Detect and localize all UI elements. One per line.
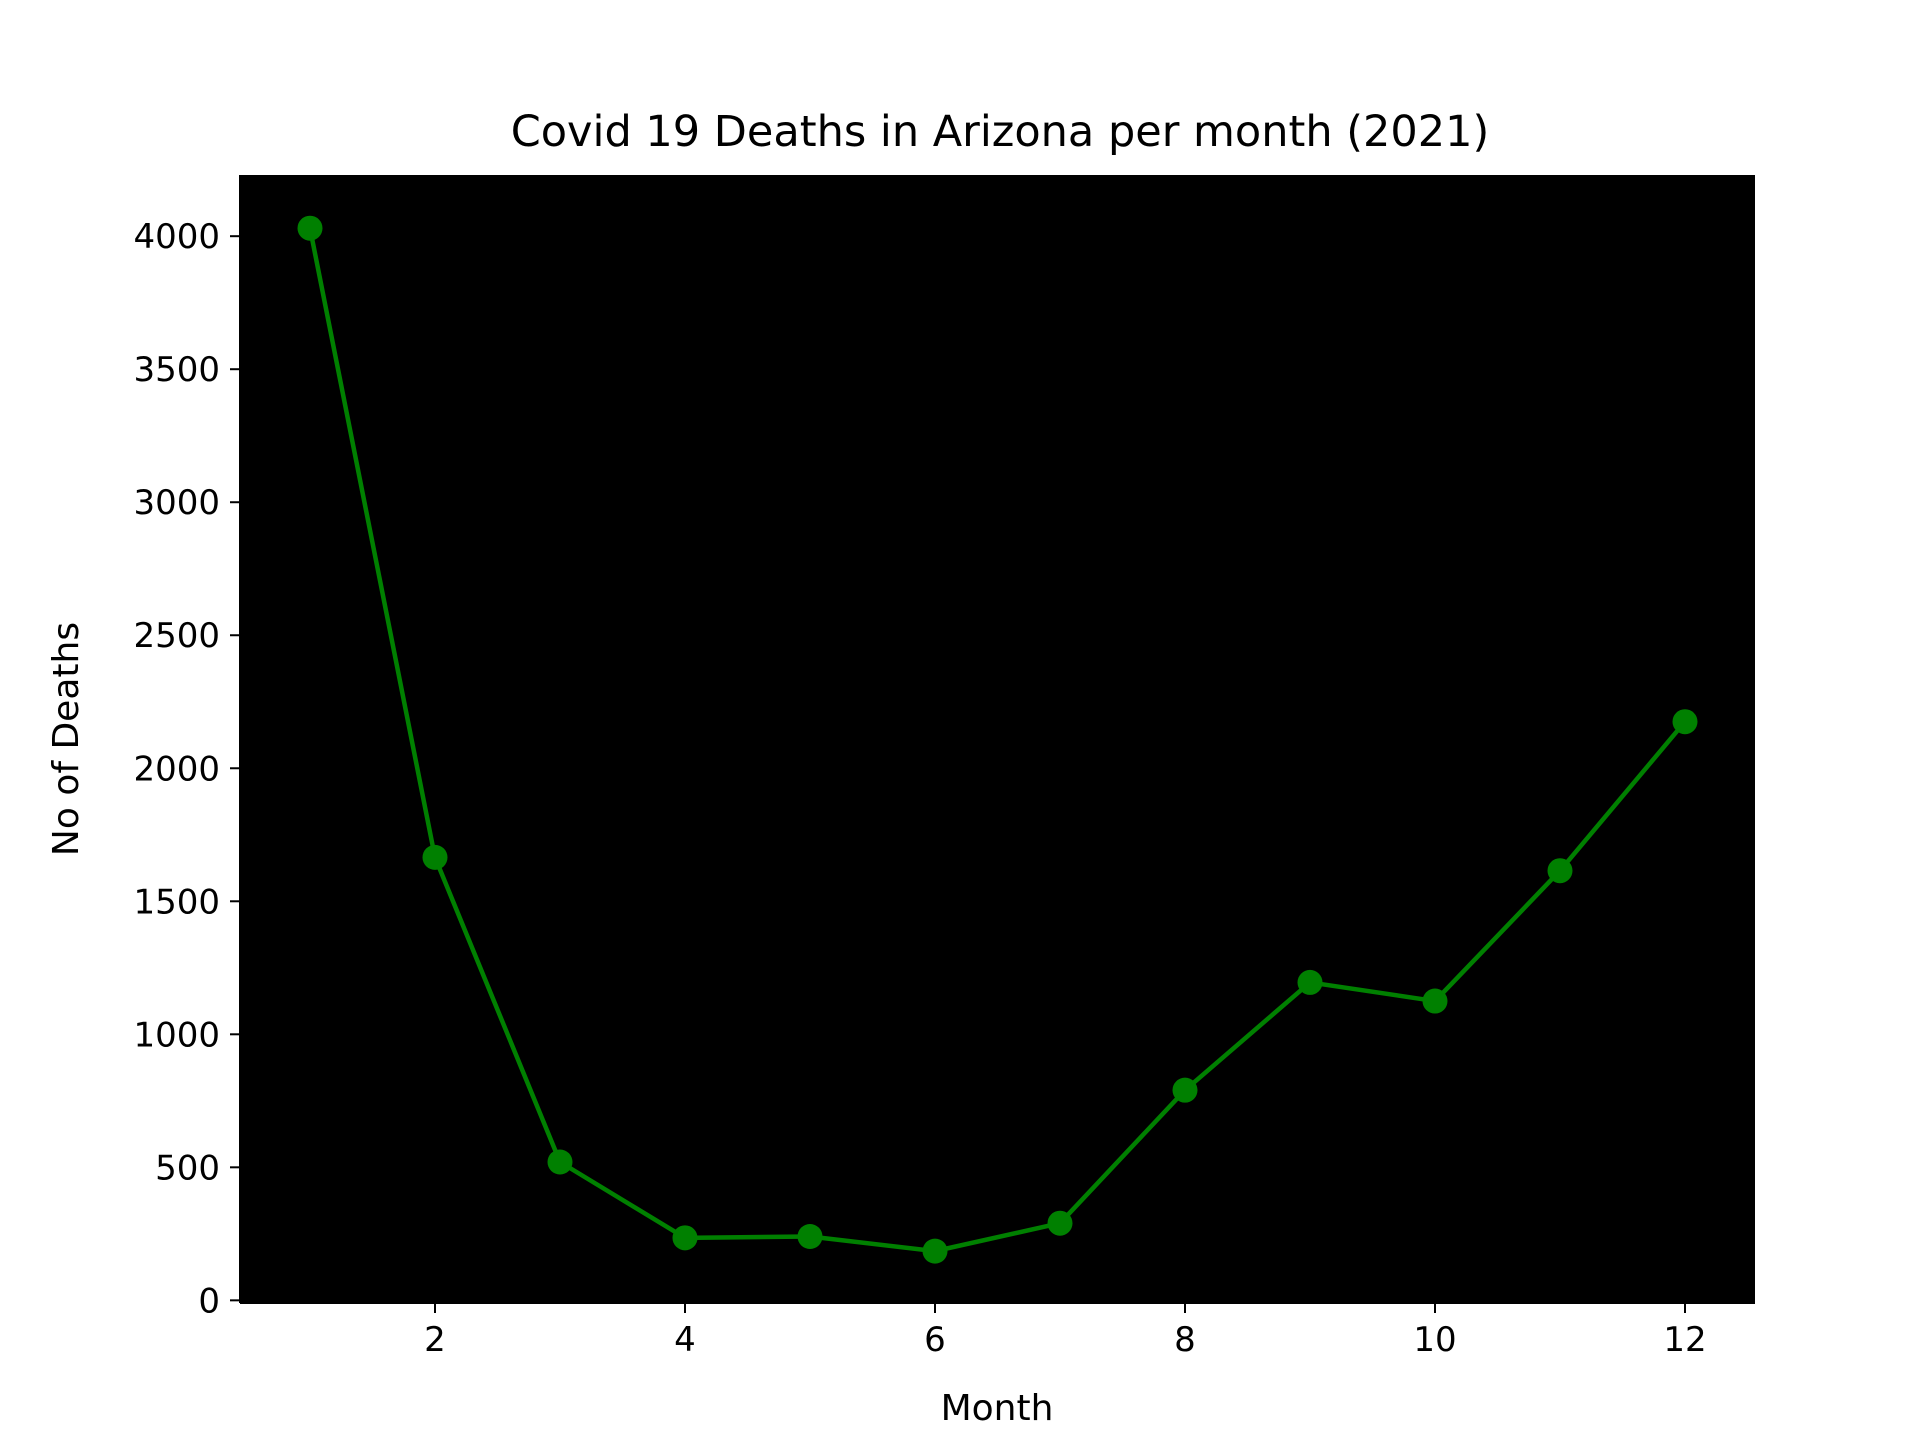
x-tick-label: 4 <box>674 1320 696 1360</box>
y-tick-label: 0 <box>198 1281 220 1321</box>
x-tick-label: 10 <box>1413 1320 1456 1360</box>
y-axis-label: No of Deaths <box>46 622 87 856</box>
y-tick-label: 4000 <box>133 217 220 257</box>
series-line-group <box>297 215 1698 1264</box>
y-tick-label: 2000 <box>133 749 220 789</box>
data-point <box>1172 1077 1198 1103</box>
data-point <box>1672 709 1698 735</box>
y-tick-label: 2500 <box>133 616 220 656</box>
y-tick-label: 1500 <box>133 882 220 922</box>
data-point <box>297 215 323 241</box>
data-point <box>797 1223 823 1249</box>
data-point <box>547 1149 573 1175</box>
data-point <box>922 1238 948 1264</box>
data-point <box>1422 988 1448 1014</box>
data-point <box>422 844 448 870</box>
y-tick-label: 3000 <box>133 483 220 523</box>
chart-title: Covid 19 Deaths in Arizona per month (20… <box>511 107 1490 157</box>
x-tick-label: 12 <box>1663 1320 1706 1360</box>
x-tick-label: 8 <box>1174 1320 1196 1360</box>
series-line <box>307 227 1687 1254</box>
data-point <box>1297 969 1323 995</box>
y-tick-label: 1000 <box>133 1015 220 1055</box>
y-axis-ticks: 0 500 1000 1500 2000 2500 3000 3500 4000 <box>133 217 240 1321</box>
x-axis-ticks: 2 4 6 8 10 12 <box>424 1303 1707 1360</box>
data-point <box>672 1225 698 1251</box>
data-point <box>1547 858 1573 884</box>
plot-area <box>240 175 1755 1303</box>
x-tick-label: 6 <box>924 1320 946 1360</box>
y-tick-label: 3500 <box>133 350 220 390</box>
y-tick-label: 500 <box>155 1148 220 1188</box>
data-point <box>1047 1210 1073 1236</box>
x-axis-label: Month <box>941 1388 1054 1429</box>
x-tick-label: 2 <box>424 1320 446 1360</box>
